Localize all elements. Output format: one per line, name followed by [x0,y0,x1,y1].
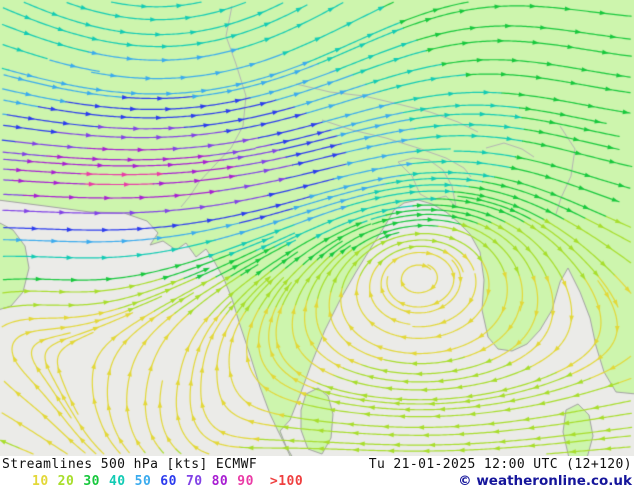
footer-row-title: Streamlines 500 hPa [kts] ECMWF Tu 21-01… [2,457,632,473]
map-footer: Streamlines 500 hPa [kts] ECMWF Tu 21-01… [0,456,634,490]
legend-value: 30 [83,474,100,489]
legend-value: 40 [108,474,126,489]
legend-value: 90 [237,474,254,489]
legend-value: 80 [211,474,229,489]
model-name [208,457,216,472]
footer-row-legend: 10 20 30 40 50 60 70 80 90 >100 © weatheronline.c… [2,473,632,490]
map-title: Streamlines 500 hPa [kts] [2,457,208,472]
copyright: © weatheronline.co.uk [458,473,632,489]
legend-value: 20 [57,474,75,489]
legend-value: 70 [185,474,203,489]
valid-datetime: Tu 21-01-2025 12:00 UTC (12+120) [368,457,632,472]
streamline-map-canvas [0,0,634,456]
legend-value: 50 [134,474,152,489]
legend-value: >100 [269,474,304,489]
legend-value: 60 [160,474,177,489]
wind-speed-legend: 10 20 30 40 50 60 70 80 90 >100 [2,474,303,490]
title-group: Streamlines 500 hPa [kts] ECMWF [2,457,257,473]
legend-value: 10 [32,474,49,489]
model-label: ECMWF [215,457,258,472]
